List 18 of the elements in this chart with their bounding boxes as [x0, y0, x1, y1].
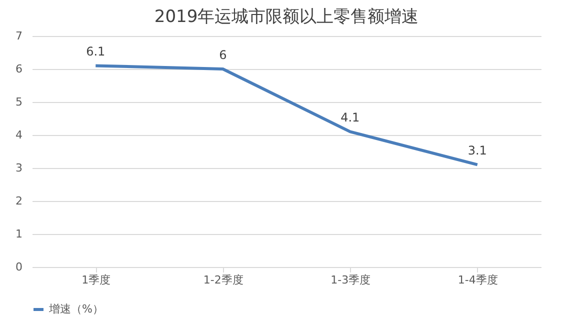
x-tick-label: 1季度	[82, 274, 111, 286]
y-tick-label: 2	[16, 194, 22, 208]
data-label: 4.1	[340, 110, 360, 125]
chart-title: 2019年运城市限额以上零售额增速	[154, 7, 419, 27]
data-label: 6.1	[86, 44, 106, 59]
data-label: 3.1	[468, 144, 487, 158]
y-tick-label: 5	[16, 96, 22, 108]
legend-label: 增速（%）	[48, 302, 104, 316]
y-tick-label: 6	[16, 62, 22, 76]
y-tick-label: 1	[16, 228, 22, 240]
x-tick-label: 1-4季度	[458, 274, 498, 286]
y-tick-label: 4	[16, 128, 22, 142]
x-tick-label: 1-2季度	[203, 274, 244, 286]
y-tick-label: 0	[16, 260, 22, 274]
x-tick-label: 1-3季度	[330, 274, 371, 286]
y-tick-label: 3	[16, 162, 22, 174]
data-label: 6	[219, 48, 227, 62]
y-tick-label: 7	[16, 30, 22, 42]
